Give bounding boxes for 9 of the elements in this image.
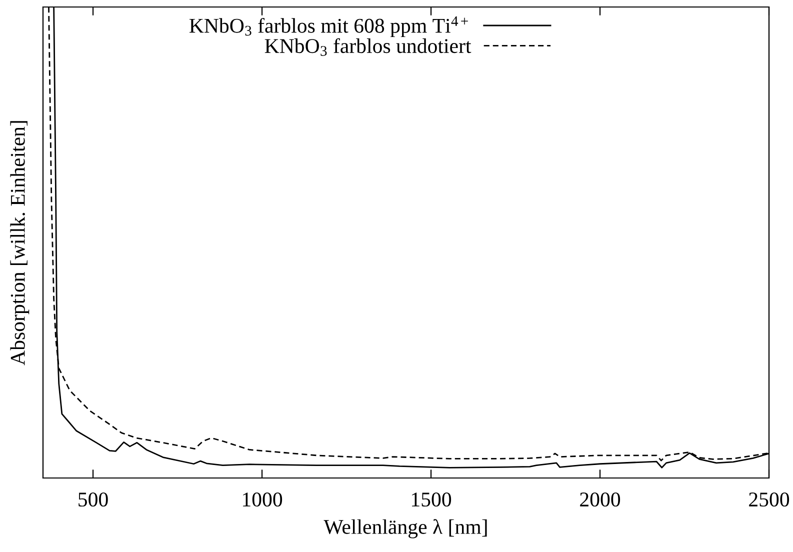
- x-tick-label: 500: [78, 492, 108, 507]
- x-tick-label: 2000: [580, 492, 620, 507]
- x-axis-title: Wellenlänge λ [nm]: [324, 519, 487, 538]
- x-tick-label: 1500: [412, 492, 452, 507]
- x-tick-label: 2500: [749, 492, 790, 507]
- y-axis-title: Absorption [willk. Einheiten]: [10, 121, 30, 366]
- legend-label: KNbO$_{3}$ farblos mit 608 ppm Ti$^{4+}$: [189, 16, 468, 38]
- legend-label: KNbO$_{3}$ farblos undotiert: [264, 38, 472, 56]
- x-tick-label: 1000: [243, 492, 282, 507]
